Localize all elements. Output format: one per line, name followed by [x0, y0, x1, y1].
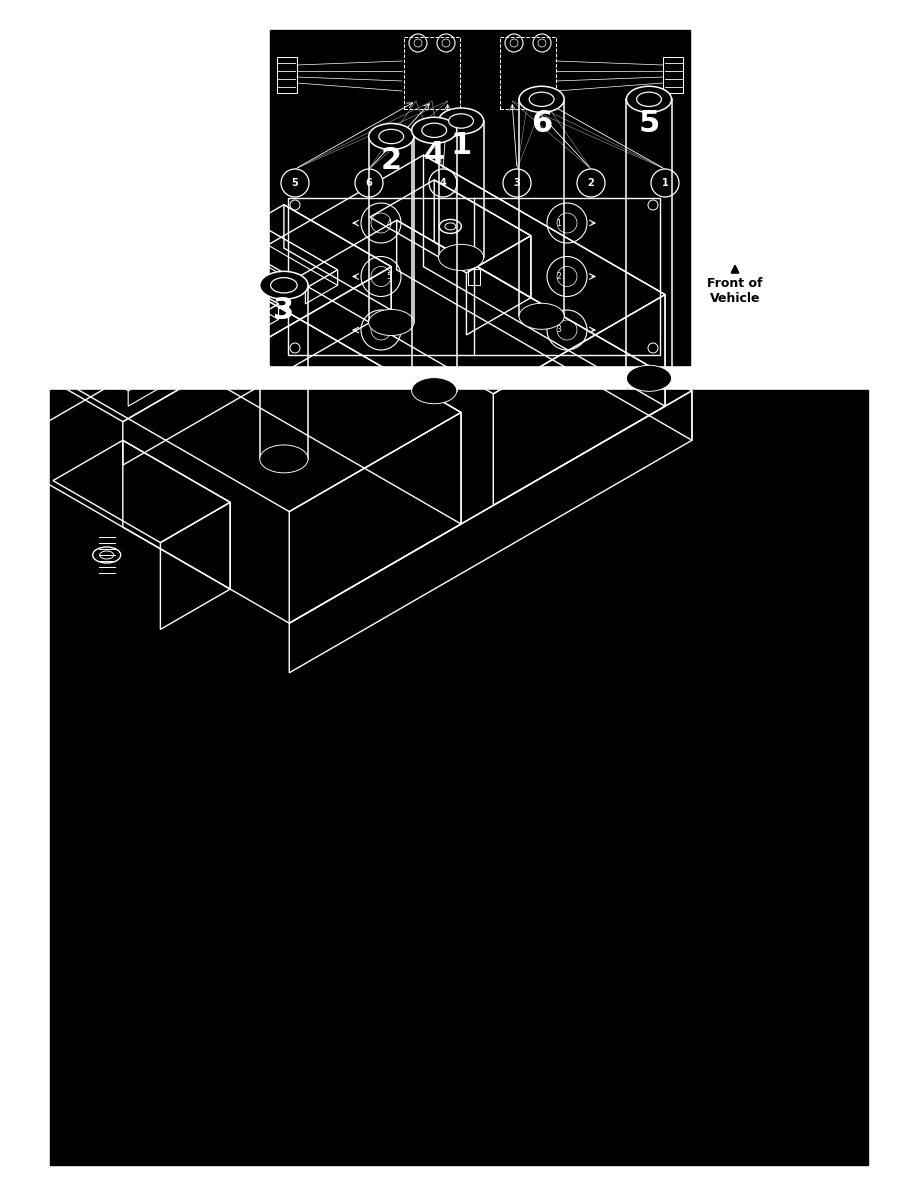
- Text: 2: 2: [381, 146, 402, 176]
- Ellipse shape: [379, 129, 404, 144]
- Bar: [663, 57, 683, 93]
- Text: 2: 2: [556, 272, 562, 282]
- Text: 3: 3: [556, 326, 562, 335]
- Ellipse shape: [449, 114, 474, 128]
- Text: 6: 6: [531, 109, 553, 138]
- Bar: [404, 37, 460, 109]
- Circle shape: [651, 169, 679, 197]
- Text: 5: 5: [638, 109, 660, 138]
- Ellipse shape: [411, 378, 457, 404]
- Text: Front of
Vehicle: Front of Vehicle: [707, 277, 763, 305]
- Ellipse shape: [422, 124, 447, 138]
- Ellipse shape: [519, 303, 565, 329]
- Text: 2: 2: [588, 178, 594, 188]
- Bar: [468, 268, 480, 284]
- Bar: [277, 57, 297, 93]
- Text: 1: 1: [662, 178, 668, 188]
- Text: 5: 5: [292, 178, 298, 188]
- Ellipse shape: [529, 93, 554, 107]
- Circle shape: [577, 169, 605, 197]
- Ellipse shape: [260, 271, 308, 299]
- Ellipse shape: [369, 124, 414, 150]
- Circle shape: [429, 169, 457, 197]
- Text: 1: 1: [556, 219, 562, 227]
- Ellipse shape: [519, 87, 565, 113]
- Bar: [270, 30, 690, 365]
- Text: 1: 1: [451, 131, 472, 160]
- Text: 6: 6: [365, 178, 373, 188]
- Ellipse shape: [100, 551, 114, 560]
- Text: 4: 4: [386, 219, 391, 227]
- Ellipse shape: [411, 118, 457, 144]
- Ellipse shape: [439, 108, 484, 134]
- Ellipse shape: [440, 220, 462, 233]
- Ellipse shape: [636, 93, 661, 107]
- Text: 3: 3: [514, 178, 521, 188]
- Text: 6: 6: [386, 326, 391, 335]
- Text: 3: 3: [274, 296, 295, 324]
- Ellipse shape: [369, 310, 414, 335]
- Circle shape: [503, 169, 531, 197]
- Bar: [288, 198, 660, 355]
- Ellipse shape: [271, 278, 297, 293]
- Bar: [50, 390, 868, 1165]
- Ellipse shape: [439, 245, 484, 271]
- Ellipse shape: [626, 87, 672, 113]
- Circle shape: [281, 169, 309, 197]
- Bar: [500, 37, 556, 109]
- Text: 4: 4: [440, 178, 446, 188]
- Text: 4: 4: [423, 140, 445, 169]
- Circle shape: [355, 169, 383, 197]
- Ellipse shape: [260, 446, 308, 473]
- Text: 5: 5: [386, 272, 391, 282]
- Ellipse shape: [626, 365, 672, 391]
- Ellipse shape: [445, 223, 456, 230]
- Ellipse shape: [93, 546, 120, 563]
